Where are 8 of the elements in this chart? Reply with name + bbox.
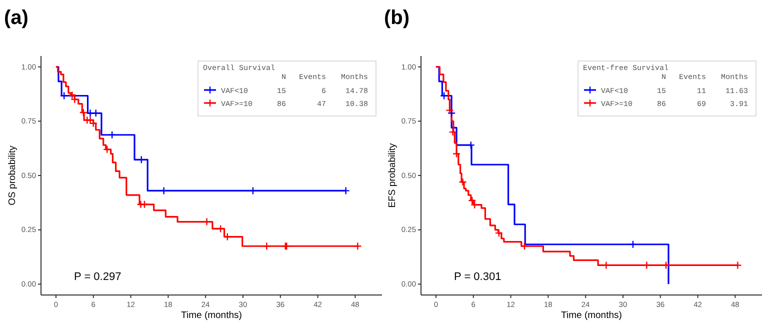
x-axis-title: Time (months) (561, 310, 622, 321)
annotation: P = 0.297 (74, 271, 122, 283)
chart-title: (a) (4, 7, 28, 29)
y-axis-title: EFS probability (387, 143, 398, 208)
y-axis-title: OS probability (7, 145, 18, 206)
x-axis-title: Time (months) (181, 310, 242, 321)
annotation: P = 0.301 (454, 271, 502, 283)
chart-title: (b) (384, 7, 410, 29)
